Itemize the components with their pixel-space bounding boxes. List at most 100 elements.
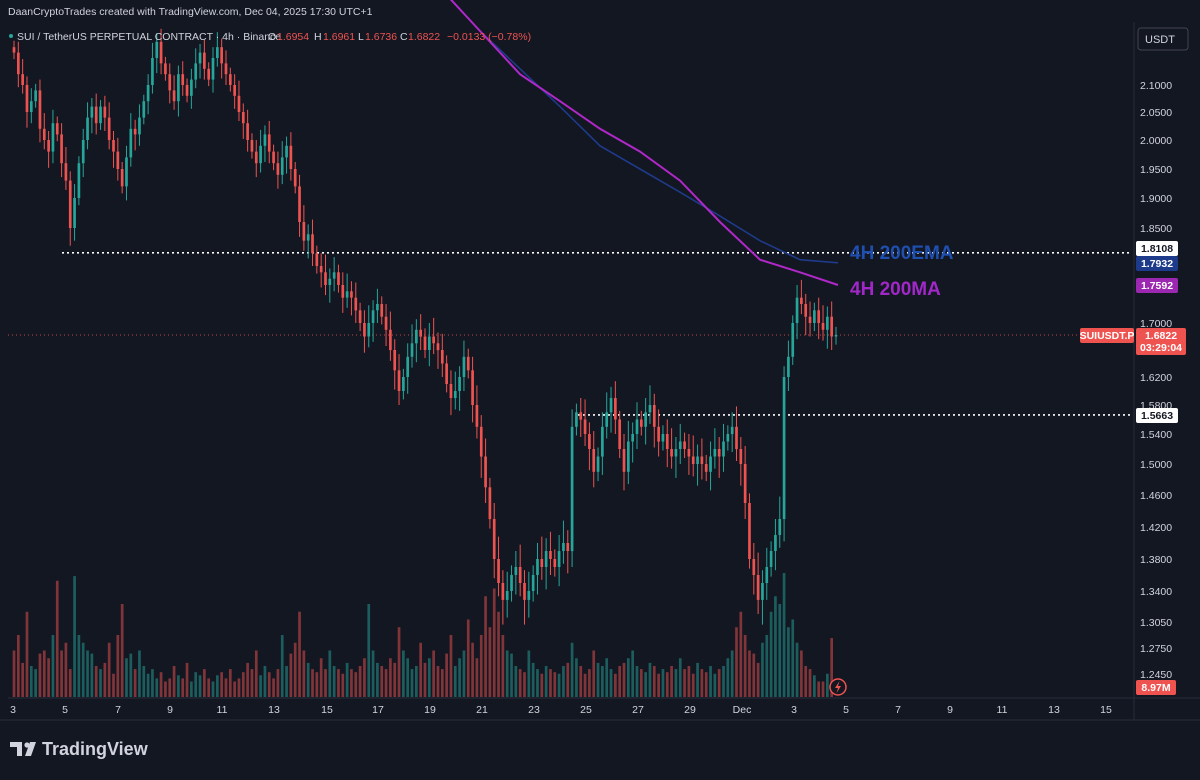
countdown-badge-bg [1136,341,1186,355]
time-axis[interactable]: 3 5 7 9 11 13 15 17 19 21 23 25 27 29 Dec 3 5 7 9 11 13 15 [10,704,1112,716]
volume-bar [190,681,193,697]
candle-body [94,106,98,124]
candle-body [752,559,756,575]
volume-bar [302,650,306,697]
volume-bar [280,635,284,697]
volume-bar [830,638,834,697]
currency-button[interactable]: USDT [1137,27,1189,51]
volume-bar [185,662,189,697]
candle-body [34,90,37,102]
volume-value-badge: 8.97M [1136,680,1176,695]
y-tick-label: 1.7000 [1140,318,1172,330]
x-tick-label: 13 [1048,704,1060,716]
price-axis[interactable]: 2.1000 2.0500 2.0000 1.9500 1.9000 1.8500 1.70… [1140,80,1172,681]
level-badge-1566-text: 1.5663 [1141,410,1173,422]
candle-body [427,336,431,350]
countdown-badge: 03:29:04 [1136,341,1186,355]
y-tick-label: 1.2750 [1140,643,1172,655]
candle-body [402,377,405,391]
volume-bar [774,596,777,697]
volume-bar [466,619,470,697]
candle-body [12,47,16,53]
ma-annotation: 4H 200MA [850,279,941,300]
candle-body [228,74,232,85]
candle-body [795,297,799,323]
candle-body [726,434,730,442]
candle-body [601,426,604,457]
candle-body [138,117,141,135]
volume-bar [652,666,656,697]
candle-body [717,449,721,457]
level-badge-1566-bg [1136,408,1178,423]
y-tick-label: 1.5000 [1140,459,1172,471]
volume-bar [704,672,708,697]
volume-bar [285,666,288,697]
volume-bar [445,653,448,697]
volume-bar [164,681,167,697]
candle-body [376,304,379,311]
volume-bar [112,673,115,697]
candle-body [713,449,717,457]
volume-bar [42,650,46,697]
ma-200-line [449,0,839,286]
candle-body [583,419,587,434]
candle-body [133,128,137,135]
candle-body [198,52,202,64]
candle-body [575,412,578,427]
candle-body [267,134,271,152]
volume-bar [674,669,678,697]
candle-body [709,456,712,472]
ema-value-badge-bg [1136,256,1178,271]
x-tick-label: 9 [947,704,953,716]
volume-bar [12,650,16,697]
volume-bar [462,650,466,697]
volume-bar [817,681,821,697]
volume-bar [389,658,392,697]
volume-bar [683,669,686,697]
candle-body [756,575,760,600]
candle-body [527,591,531,600]
volume-bar [505,650,509,697]
candle-body [207,68,211,80]
candle-body [419,329,423,337]
volume-bar [172,666,176,697]
symbol-legend[interactable]: SUI / TetherUS PERPETUAL CONTRACT · 4h ·… [9,31,531,43]
candle-body [164,63,167,75]
volume-bar [315,672,319,697]
volume-bar [436,666,440,697]
volume-bar [371,650,375,697]
volume-bar [497,611,500,697]
level-badge-1810-text: 1.8108 [1141,243,1173,255]
volume-bar [207,678,211,697]
volume-bar [821,681,825,697]
volume-bar [700,669,704,697]
volume-bar [237,678,241,697]
candle-body [51,123,55,152]
volume-bar [765,635,769,697]
lightning-icon[interactable] [829,678,847,696]
volume-bar [181,678,185,697]
volume-bar [739,611,743,697]
volume-bar [484,596,487,697]
volume-bar [419,642,423,697]
candle-body [397,370,401,391]
volume-bar [298,611,301,697]
legend-symbol: SUI / TetherUS PERPETUAL CONTRACT · 4h ·… [17,31,281,43]
last-price-badge-text: 1.6822 [1145,330,1177,342]
countdown-badge-text: 03:29:04 [1140,342,1182,354]
candle-body [389,329,392,351]
volume-bar [216,675,219,697]
candle-body [722,441,725,457]
y-tick-label: 1.8500 [1140,223,1172,235]
candle-body [358,310,362,323]
candle-body [834,335,838,337]
indicator-layer [449,0,839,286]
candle-body [107,117,111,140]
candle-body [172,90,176,102]
candle-body [42,128,46,140]
legend-low-label: L [358,31,364,43]
volume-bar [678,658,682,697]
ma-value-badge-bg [1136,278,1178,293]
candle-body [354,297,358,311]
